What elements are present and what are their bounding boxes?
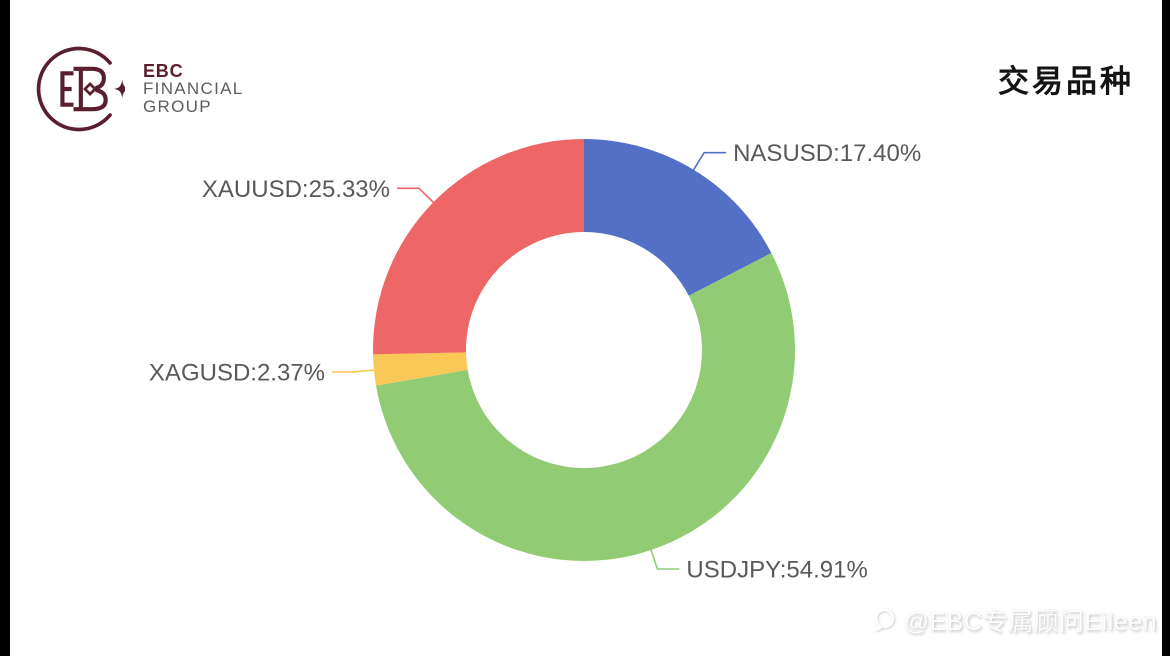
label-line-XAGUSD <box>332 369 375 373</box>
ebc-monogram-icon <box>36 46 125 132</box>
page-title: 交易品种 <box>998 64 1134 99</box>
slice-label-NASUSD: NASUSD:17.40% <box>733 140 921 167</box>
logo-wordmark: EBC FINANCIAL GROUP <box>143 62 244 116</box>
right-letterbox-bar <box>1162 0 1170 656</box>
pie-slice-NASUSD[interactable] <box>584 139 772 296</box>
label-line-NASUSD <box>692 151 727 172</box>
slice-label-XAGUSD: XAGUSD:2.37% <box>149 359 325 386</box>
slice-label-XAUUSD: XAUUSD:25.33% <box>202 176 390 203</box>
pie-slice-XAGUSD[interactable] <box>373 352 468 386</box>
logo-brand-text: EBC <box>143 61 184 81</box>
pie-slice-XAUUSD[interactable] <box>372 138 584 355</box>
logo-financial-text: FINANCIAL <box>143 79 244 98</box>
watermark-text: @EBC专属顾问Eileen <box>903 608 1157 636</box>
left-letterbox-bar <box>0 0 10 656</box>
label-line-USDJPY <box>650 548 680 570</box>
ebc-logo: EBC FINANCIAL GROUP <box>33 43 244 135</box>
slice-label-USDJPY: USDJPY:54.91% <box>686 557 867 584</box>
watermark: @EBC专属顾问Eileen <box>871 602 1157 638</box>
logo-group-text: GROUP <box>143 97 212 116</box>
pie-slice-USDJPY[interactable] <box>376 253 795 561</box>
chat-bubble-icon <box>873 608 894 631</box>
label-line-XAUUSD <box>397 187 435 204</box>
